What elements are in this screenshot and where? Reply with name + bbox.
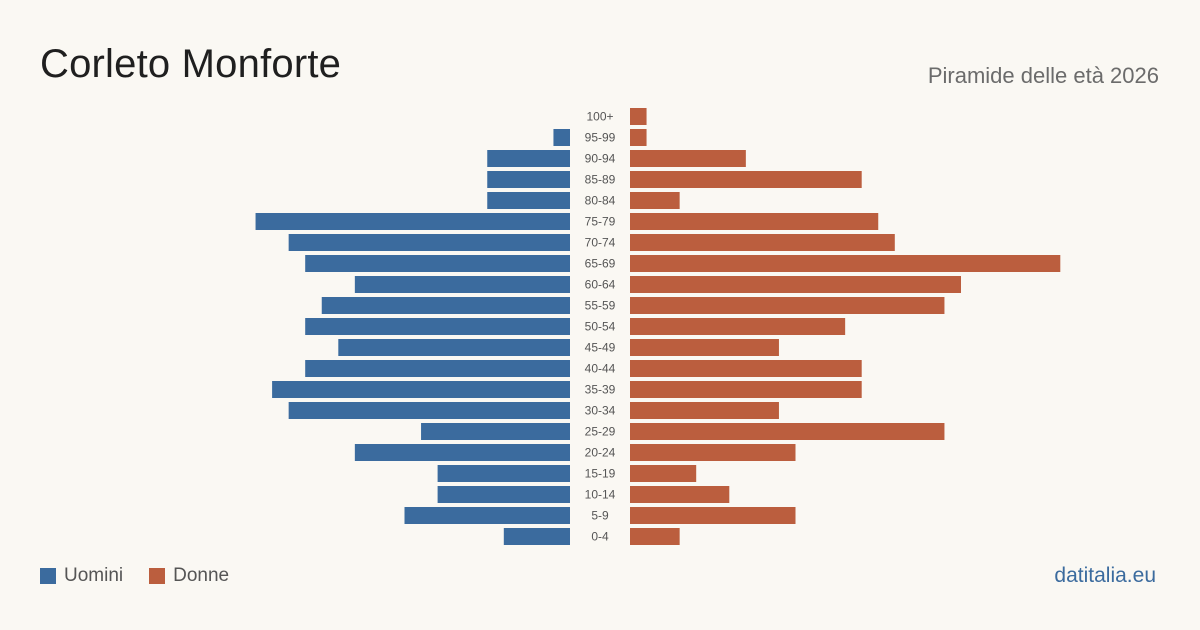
age-label-75-79: 75-79 (585, 215, 616, 229)
bar-women-10-14 (630, 486, 730, 503)
age-label-90-94: 90-94 (585, 152, 616, 166)
bar-women-0-4 (630, 528, 680, 545)
bar-men-60-64 (354, 276, 570, 293)
bar-women-45-49 (630, 339, 779, 356)
age-label-80-84: 80-84 (585, 194, 616, 208)
bar-women-30-34 (630, 402, 779, 419)
age-label-55-59: 55-59 (585, 299, 616, 313)
bar-men-30-34 (288, 402, 570, 419)
age-label-95-99: 95-99 (585, 131, 616, 145)
age-label-25-29: 25-29 (585, 425, 616, 439)
bar-men-45-49 (338, 339, 570, 356)
legend-swatch-women (149, 568, 166, 584)
age-label-15-19: 15-19 (585, 467, 616, 481)
legend-item-women: Donne (149, 565, 229, 587)
chart-title: Corleto Monforte (40, 42, 342, 86)
legend-label-women: Donne (173, 565, 230, 586)
legend-item-men: Uomini (40, 565, 123, 587)
bar-men-0-4 (503, 528, 570, 545)
bar-men-65-69 (305, 255, 570, 272)
age-label-100+: 100+ (586, 110, 613, 124)
age-label-40-44: 40-44 (585, 362, 616, 376)
bar-women-25-29 (630, 423, 945, 440)
bar-women-35-39 (630, 381, 862, 398)
bar-women-90-94 (630, 150, 746, 167)
bar-men-80-84 (487, 192, 570, 209)
age-label-70-74: 70-74 (585, 236, 616, 250)
bar-men-35-39 (272, 381, 570, 398)
bar-men-70-74 (288, 234, 570, 251)
bar-women-95-99 (630, 129, 647, 146)
legend-swatch-men (40, 568, 56, 584)
legend: Uomini Donne (40, 565, 255, 587)
age-label-35-39: 35-39 (585, 383, 616, 397)
bar-men-95-99 (553, 129, 570, 146)
bar-men-25-29 (421, 423, 570, 440)
chart-subtitle: Piramide delle età 2026 (927, 63, 1159, 88)
bar-men-90-94 (487, 150, 570, 167)
bar-women-65-69 (630, 255, 1061, 272)
bar-men-85-89 (487, 171, 570, 188)
age-label-65-69: 65-69 (585, 257, 616, 271)
bar-men-10-14 (437, 486, 570, 503)
bar-men-5-9 (404, 507, 570, 524)
bar-women-80-84 (630, 192, 680, 209)
age-label-20-24: 20-24 (585, 446, 616, 460)
bar-women-5-9 (630, 507, 796, 524)
bar-men-20-24 (354, 444, 570, 461)
bar-men-15-19 (437, 465, 570, 482)
age-label-85-89: 85-89 (585, 173, 616, 187)
bar-women-40-44 (630, 360, 862, 377)
bar-men-55-59 (321, 297, 570, 314)
age-label-10-14: 10-14 (585, 488, 616, 502)
age-label-30-34: 30-34 (585, 404, 616, 418)
bar-women-85-89 (630, 171, 862, 188)
bar-men-50-54 (305, 318, 570, 335)
bar-women-50-54 (630, 318, 846, 335)
age-label-45-49: 45-49 (585, 341, 616, 355)
age-label-60-64: 60-64 (585, 278, 616, 292)
bar-women-75-79 (630, 213, 879, 230)
bar-men-75-79 (255, 213, 571, 230)
age-label-5-9: 5-9 (591, 509, 609, 523)
age-label-50-54: 50-54 (585, 320, 616, 334)
bar-women-100+ (630, 108, 647, 125)
legend-label-men: Uomini (64, 565, 124, 586)
bar-women-70-74 (630, 234, 895, 251)
bar-women-15-19 (630, 465, 697, 482)
bar-men-40-44 (305, 360, 570, 377)
brand-link[interactable]: datitalia.eu (1054, 564, 1156, 587)
bar-women-20-24 (630, 444, 796, 461)
age-label-0-4: 0-4 (591, 530, 609, 544)
bar-women-60-64 (630, 276, 961, 293)
bar-women-55-59 (630, 297, 945, 314)
